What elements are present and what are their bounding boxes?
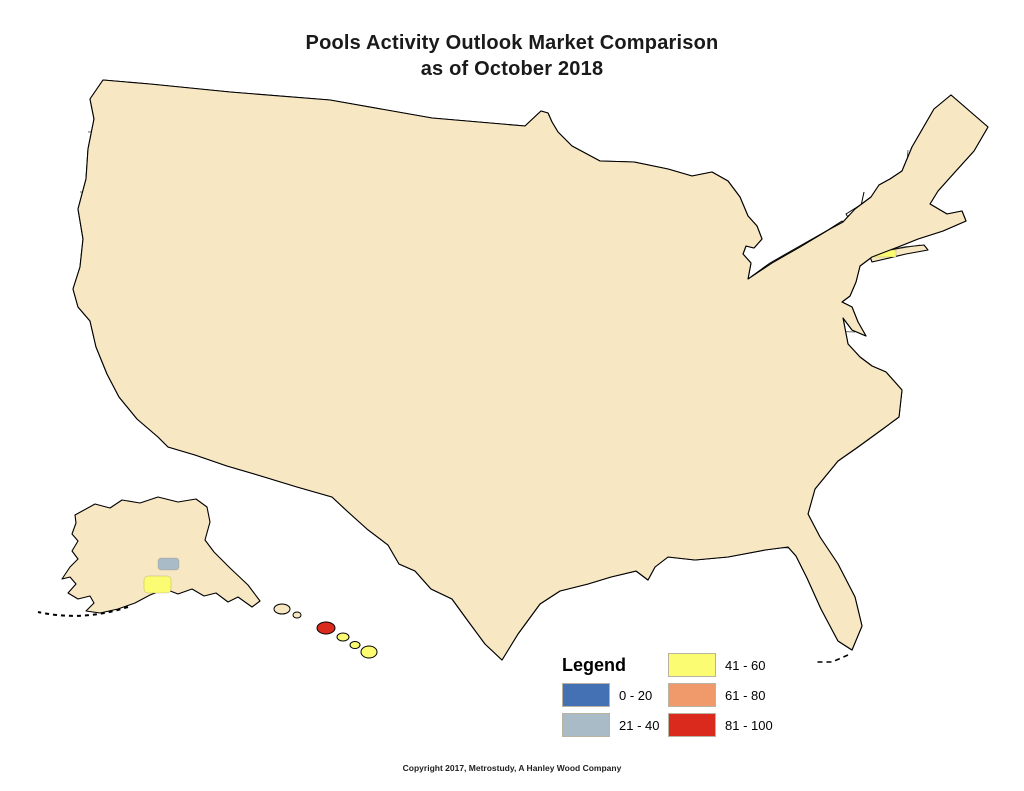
legend-swatch-orange [668,683,716,707]
hawaii-island-oahu [316,621,336,635]
legend-item-41-60: 41 - 60 [668,653,773,677]
market-patch [855,293,877,311]
legend-label-0-20: 0 - 20 [619,687,653,703]
aleutian-islands [37,606,129,617]
legend-item-81-100: 81 - 100 [668,713,773,737]
legend-swatch-slate [562,713,610,737]
legend-label-21-40: 21 - 40 [619,717,660,733]
legend-swatch-blue [562,683,610,707]
map-title-line2: as of October 2018 [420,58,604,80]
alaska-market-yellow [143,575,172,594]
hawaii-islands [273,603,378,659]
hawaii-island-molokai [336,632,350,642]
market-patch [91,389,117,410]
alaska-market-gray [157,557,180,571]
map-title: Pools Activity Outlook Market Comparison… [0,30,1024,82]
hawaii-island-niihau [292,611,302,619]
legend-item-0-20: 0 - 20 [562,683,668,707]
market-patch [73,330,75,351]
market-patch [73,320,87,339]
legend-swatch-yellow [668,653,716,677]
map-title-line1: Pools Activity Outlook Market Comparison [305,32,719,54]
hawaii-island-maui [349,641,361,649]
market-patch [120,416,139,431]
legend-swatch-red [668,713,716,737]
hawaii-island-kauai [273,603,291,615]
florida-keys [814,654,849,663]
legend-label-41-60: 41 - 60 [725,657,766,673]
copyright-line: Copyright 2017, Metrostudy, A Hanley Woo… [402,763,622,773]
market-patch [885,302,900,323]
legend-label-61-80: 61 - 80 [725,687,766,703]
legend-label-81-100: 81 - 100 [725,717,773,733]
legend-title: Legend [562,654,627,675]
legend-item-21-40: 21 - 40 [562,713,668,737]
alaska-landmass [61,496,261,614]
legend-item-61-80: 61 - 80 [668,683,773,707]
legend: Legend 0 - 20 21 - 40 41 - 60 61 - 80 81… [562,650,773,740]
hawaii-island-hawaii [360,645,378,659]
market-patch [877,317,892,336]
long-island [868,244,929,263]
